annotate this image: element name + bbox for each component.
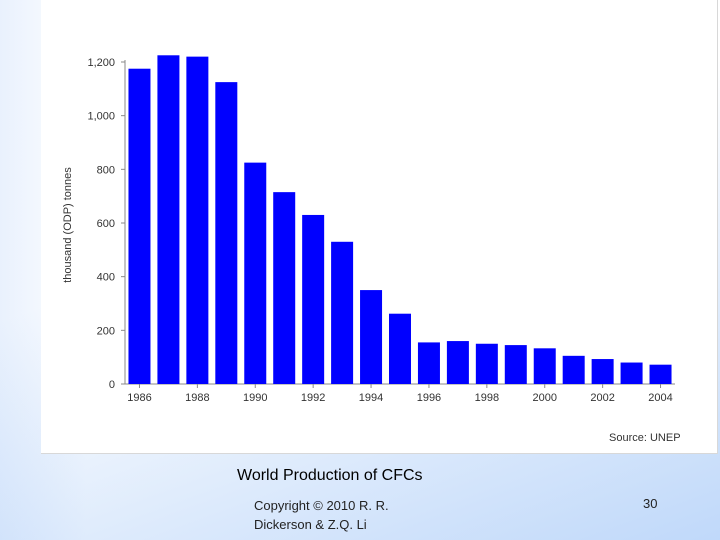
bar-1988	[186, 56, 209, 385]
bar-2001	[562, 355, 585, 384]
page-number: 30	[643, 496, 658, 511]
copyright-note: Copyright © 2010 R. R. Dickerson & Z.Q. …	[254, 496, 434, 534]
x-tick-label-1994: 1994	[359, 392, 383, 404]
x-tick-label-1988: 1988	[185, 392, 209, 404]
y-tick-label: 200	[97, 325, 115, 337]
bar-1998	[475, 343, 498, 384]
y-axis-label: thousand (ODP) tonnes	[62, 167, 74, 283]
y-tick-label: 1,200	[87, 57, 115, 69]
bar-1987	[157, 55, 180, 385]
x-tick-label-1996: 1996	[417, 392, 441, 404]
bar-1986	[128, 68, 151, 384]
x-tick-label-2004: 2004	[648, 392, 672, 404]
bar-1994	[360, 290, 383, 384]
chart-panel: thousand (ODP) tonnes 0 200 400 600 800 1,000 1…	[41, 0, 718, 454]
chart-source: Source: UNEP	[609, 432, 681, 444]
bar-2000	[533, 348, 556, 384]
x-tick-label-2002: 2002	[590, 392, 614, 404]
cfc-bar-chart: thousand (ODP) tonnes 0 200 400 600 800 1,000 1…	[62, 55, 675, 404]
y-tick-label: 600	[97, 218, 115, 230]
x-tick-label-1990: 1990	[243, 392, 267, 404]
x-tick-label-1998: 1998	[475, 392, 499, 404]
copyright-line-1: Copyright © 2010 R. R.	[254, 498, 389, 513]
x-tick-label-1992: 1992	[301, 392, 325, 404]
bar-2002	[591, 359, 614, 384]
bar-1990	[244, 162, 267, 384]
bar-1989	[215, 82, 238, 384]
bar-1999	[504, 345, 527, 384]
bar-1993	[331, 241, 354, 384]
bar-2003	[620, 362, 643, 384]
bar-1992	[302, 214, 325, 384]
y-tick-label: 800	[97, 164, 115, 176]
slide-caption: World Production of CFCs	[237, 467, 423, 484]
bar-1996	[417, 342, 440, 384]
bar-1997	[446, 341, 469, 384]
y-tick-label: 1,000	[87, 111, 115, 123]
bar-1991	[273, 192, 296, 384]
bar-1995	[389, 313, 411, 384]
y-tick-label: 400	[97, 272, 115, 284]
copyright-line-2: Dickerson & Z.Q. Li	[254, 517, 367, 532]
x-tick-label-1986: 1986	[127, 392, 151, 404]
y-tick-label: 0	[109, 379, 115, 391]
x-tick-label-2000: 2000	[532, 392, 556, 404]
bar-2004	[649, 364, 672, 384]
